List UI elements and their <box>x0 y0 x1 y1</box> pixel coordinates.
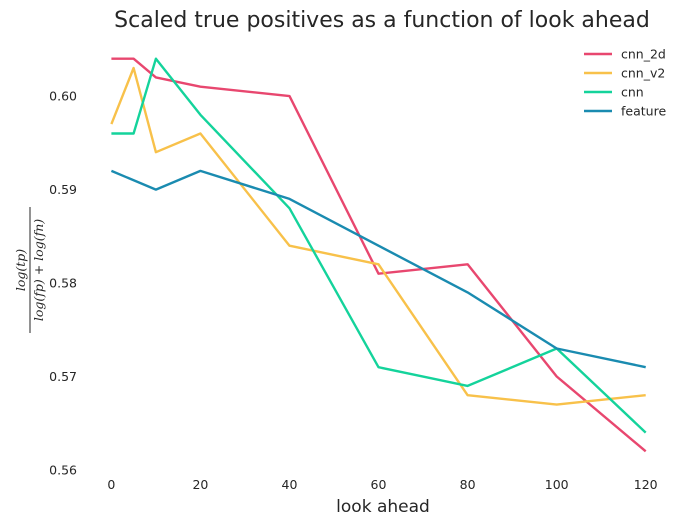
legend-label-cnn: cnn <box>621 85 644 100</box>
x-tick-label: 40 <box>282 477 298 492</box>
x-axis-ticks: 0 20 40 60 80 100 120 <box>107 477 657 492</box>
y-tick-label: 0.57 <box>49 369 77 384</box>
x-tick-label: 0 <box>107 477 115 492</box>
plot-area <box>110 57 647 453</box>
x-tick-label: 20 <box>192 477 208 492</box>
y-tick-label: 0.56 <box>49 463 77 478</box>
x-tick-label: 80 <box>460 477 476 492</box>
series-line-cnn <box>111 57 647 434</box>
y-axis-label-numerator: log(tp) <box>13 249 28 291</box>
y-axis-label-denominator: log(fp) + log(fn) <box>31 219 46 321</box>
y-axis-ticks: 0.56 0.57 0.58 0.59 0.60 <box>49 89 77 478</box>
legend-label-cnn_2d: cnn_2d <box>621 47 666 62</box>
x-tick-label: 60 <box>371 477 387 492</box>
series-line-cnn_v2 <box>110 66 646 406</box>
x-axis-label: look ahead <box>336 497 430 517</box>
y-tick-label: 0.60 <box>49 89 77 104</box>
chart-title: Scaled true positives as a function of l… <box>114 8 650 33</box>
legend-label-feature: feature <box>621 104 666 119</box>
legend-label-cnn_v2: cnn_v2 <box>621 66 665 81</box>
series-line-cnn_2d <box>111 57 647 453</box>
series-lines <box>110 57 647 453</box>
y-tick-label: 0.58 <box>49 276 77 291</box>
x-tick-label: 100 <box>545 477 569 492</box>
y-axis-label: log(tp) log(fp) + log(fn) <box>13 207 46 333</box>
y-tick-label: 0.59 <box>49 182 77 197</box>
series-line-feature <box>110 169 646 369</box>
x-tick-label: 120 <box>634 477 658 492</box>
